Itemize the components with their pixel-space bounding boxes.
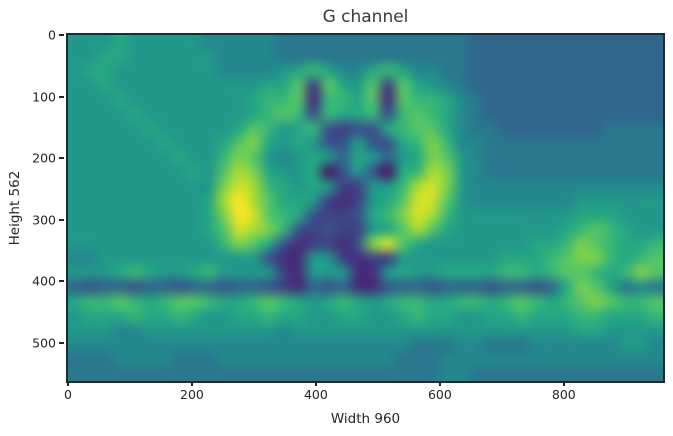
x-tick-mark [438, 381, 441, 386]
x-tick-label: 200 [180, 387, 204, 402]
y-tick-label: 200 [32, 150, 56, 166]
x-tick-label: 0 [64, 387, 72, 402]
y-tick-label: 500 [32, 335, 56, 351]
x-tick-mark [67, 381, 69, 386]
y-tick-label: 0 [48, 27, 56, 43]
x-tick-mark [190, 381, 193, 386]
x-tick-label: 400 [303, 387, 328, 402]
chart-title: G channel [322, 7, 409, 27]
x-tick-mark [562, 381, 565, 386]
plot-area [66, 33, 665, 383]
y-tick-mark [59, 95, 64, 98]
y-tick-mark [59, 341, 64, 344]
y-tick-mark [59, 218, 64, 221]
y-tick-mark [59, 34, 64, 36]
y-tick-mark [59, 280, 64, 283]
x-tick-label: 600 [427, 387, 452, 402]
y-tick-label: 100 [32, 89, 56, 105]
y-tick-label: 400 [32, 273, 56, 289]
y-tick-mark [59, 157, 64, 160]
x-tick-mark [314, 381, 317, 386]
y-axis-label: Height 562 [7, 170, 23, 246]
x-tick-label: 800 [551, 387, 576, 402]
heatmap-image [68, 35, 663, 381]
x-axis-label: Width 960 [330, 411, 401, 427]
y-tick-label: 300 [32, 212, 56, 228]
